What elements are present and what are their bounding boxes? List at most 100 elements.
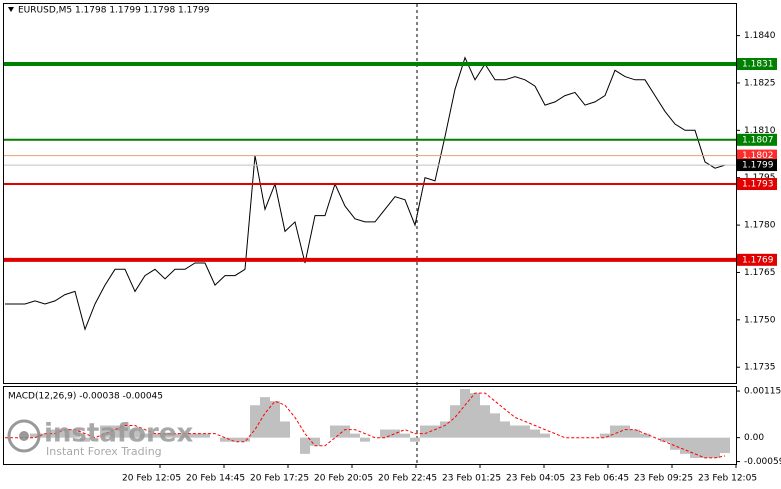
macd-bar bbox=[70, 429, 80, 438]
y-tick-label: 1.1735 bbox=[744, 363, 776, 373]
macd-bar bbox=[240, 437, 250, 442]
dropdown-icon bbox=[8, 7, 14, 12]
macd-bar bbox=[120, 425, 130, 438]
macd-bar bbox=[490, 413, 500, 438]
macd-bar bbox=[540, 433, 550, 438]
macd-bar bbox=[680, 437, 690, 454]
logo: instaforex Instant Forex Trading bbox=[7, 419, 194, 458]
price-frame bbox=[3, 3, 737, 384]
macd-bar bbox=[610, 425, 620, 438]
x-tick-label: 20 Feb 17:25 bbox=[250, 474, 309, 484]
macd-bar bbox=[630, 429, 640, 438]
macd-bar bbox=[510, 425, 520, 438]
macd-bar bbox=[470, 393, 480, 438]
y-tick-label: 1.1780 bbox=[744, 221, 776, 231]
macd-bar bbox=[520, 425, 530, 438]
y-tick-label: -0.00059 bbox=[744, 457, 781, 467]
x-tick-label: 23 Feb 01:25 bbox=[442, 474, 501, 484]
x-tick-label: 23 Feb 04:05 bbox=[506, 474, 565, 484]
macd-bar bbox=[450, 405, 460, 438]
macd-bar bbox=[160, 433, 170, 438]
logo-core bbox=[19, 431, 29, 441]
y-tick-label: 1.1810 bbox=[744, 126, 776, 136]
macd-bar bbox=[190, 433, 200, 438]
macd-bar bbox=[110, 425, 120, 438]
macd-bar bbox=[410, 437, 420, 442]
macd-bar bbox=[620, 425, 630, 438]
x-tick-label: 23 Feb 06:45 bbox=[570, 474, 629, 484]
macd-bar bbox=[100, 425, 110, 438]
y-tick-label: 0.00 bbox=[744, 433, 764, 443]
price-label-box bbox=[737, 253, 777, 266]
y-tick-label: 1.1825 bbox=[744, 78, 776, 88]
macd-bar bbox=[150, 433, 160, 438]
macd-bar bbox=[280, 421, 290, 438]
macd-bar bbox=[130, 429, 140, 438]
price-label: 1.1769 bbox=[742, 255, 774, 265]
price-label-box bbox=[737, 149, 777, 162]
logo-tagline: Instant Forex Trading bbox=[46, 445, 162, 458]
price-label: 1.1799 bbox=[742, 161, 774, 171]
x-tick-label: 20 Feb 20:05 bbox=[314, 474, 373, 484]
logo-ring bbox=[7, 419, 41, 453]
price-line bbox=[5, 56, 726, 331]
x-tick-label: 23 Feb 09:25 bbox=[634, 474, 693, 484]
macd-bar bbox=[710, 437, 720, 458]
macd-bar bbox=[170, 433, 180, 438]
y-tick-label: 1.1765 bbox=[744, 268, 776, 278]
logo-brand: instaforex bbox=[44, 419, 194, 449]
signal-line bbox=[5, 392, 726, 459]
macd-bar bbox=[260, 397, 270, 438]
macd-bar bbox=[30, 433, 40, 438]
macd-bar bbox=[200, 433, 210, 438]
price-label: 1.1802 bbox=[742, 151, 774, 161]
x-tick-label: 23 Feb 12:05 bbox=[698, 474, 757, 484]
macd-bar bbox=[670, 437, 680, 450]
price-label-box bbox=[737, 133, 777, 146]
macd-bar bbox=[270, 401, 280, 438]
price-label: 1.1831 bbox=[742, 60, 774, 70]
macd-bar bbox=[530, 429, 540, 438]
price-label: 1.1807 bbox=[742, 135, 774, 145]
macd-bar bbox=[230, 437, 240, 442]
price-label-box bbox=[737, 58, 777, 71]
x-tick-label: 20 Feb 14:45 bbox=[186, 474, 245, 484]
macd-bar bbox=[140, 433, 150, 438]
y-tick-label: 0.00115 bbox=[744, 387, 781, 397]
macd-bar bbox=[660, 437, 670, 442]
macd-bar bbox=[440, 421, 450, 438]
macd-bar bbox=[340, 425, 350, 438]
macd-bar bbox=[500, 421, 510, 438]
price-label: 1.1793 bbox=[742, 180, 774, 190]
macd-bar bbox=[420, 425, 430, 438]
macd-bar bbox=[690, 437, 700, 458]
macd-bar bbox=[80, 437, 90, 442]
macd-bar bbox=[250, 405, 260, 438]
macd-frame bbox=[3, 386, 737, 465]
y-tick-label: 1.1750 bbox=[744, 315, 776, 325]
macd-bar bbox=[700, 437, 710, 458]
macd-bar bbox=[380, 429, 390, 438]
x-tick-label: 20 Feb 22:45 bbox=[378, 474, 437, 484]
macd-bar bbox=[400, 433, 410, 438]
macd-bar bbox=[640, 433, 650, 438]
price-label-box bbox=[737, 159, 777, 172]
macd-bar bbox=[390, 429, 400, 438]
macd-title: MACD(12,26,9) -0.00038 -0.00045 bbox=[8, 392, 163, 402]
macd-bar bbox=[40, 433, 50, 438]
macd-bar bbox=[330, 425, 340, 438]
chart-title: EURUSD,M5 1.1798 1.1799 1.1798 1.1799 bbox=[18, 6, 210, 16]
macd-bar bbox=[480, 405, 490, 438]
macd-bar bbox=[460, 389, 470, 438]
macd-bar bbox=[600, 433, 610, 438]
macd-bar bbox=[310, 437, 320, 446]
x-tick-label: 20 Feb 12:05 bbox=[122, 474, 181, 484]
macd-bar bbox=[720, 437, 730, 454]
macd-bar bbox=[300, 437, 310, 454]
macd-bar bbox=[180, 433, 190, 438]
macd-bar bbox=[220, 437, 230, 442]
macd-bar bbox=[430, 425, 440, 438]
macd-bar bbox=[350, 433, 360, 438]
